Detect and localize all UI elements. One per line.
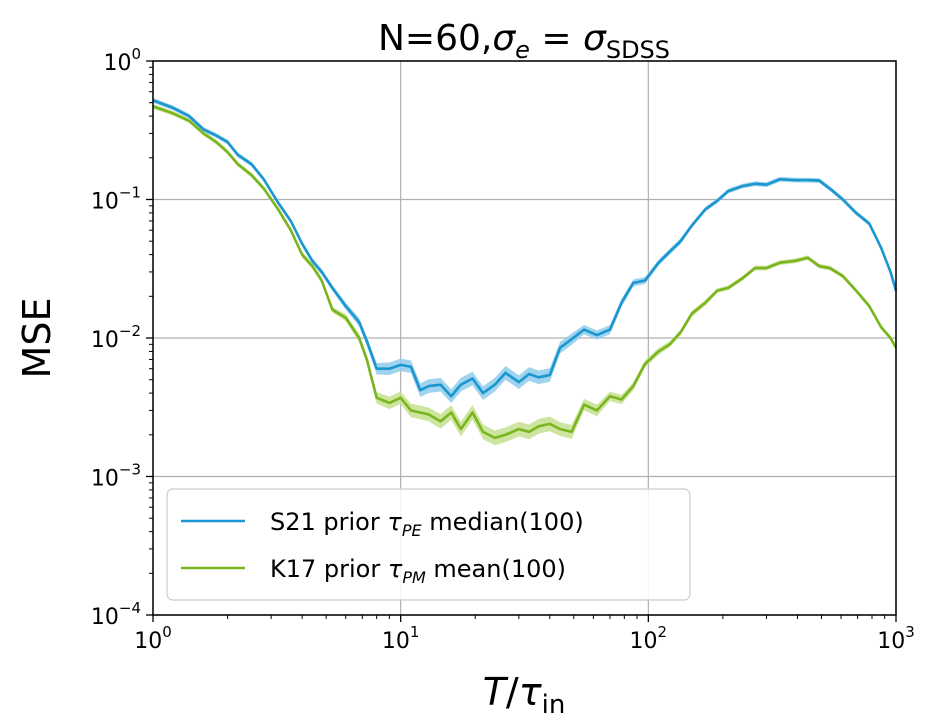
chart-title-sigma: σ [492, 18, 516, 59]
error-band-1 [153, 104, 896, 446]
legend-label-s21-suffix: median(100) [422, 508, 584, 536]
y-tick-exp: −1 [119, 184, 141, 202]
x-axis-label-t: T [483, 670, 509, 714]
chart-title: N=60,σe = σSDSS [378, 18, 670, 64]
series-lines [152, 99, 898, 440]
legend-label-s21: S21 prior τPE median(100) [270, 508, 584, 540]
x-tick-base: 10 [382, 629, 410, 654]
x-axis-label: T/τin [483, 670, 566, 720]
chart-title-sigma-2: σ [583, 18, 607, 59]
x-axis-label-sub: in [542, 690, 566, 720]
legend-label-k17-sub: PM [402, 568, 426, 587]
x-tick-exp: 0 [162, 623, 172, 641]
legend-label-k17-suffix: mean(100) [426, 555, 566, 583]
y-axis-label: MSE [15, 298, 59, 379]
legend-label-s21-tau: τ [387, 508, 402, 536]
y-tick-base: 10 [91, 190, 119, 215]
series-line-0 [152, 99, 898, 398]
y-tick-exp: −2 [119, 322, 141, 340]
y-tick-base: 10 [91, 328, 119, 353]
legend: S21 prior τPE median(100) K17 prior τPM … [166, 488, 691, 601]
error-bands [153, 97, 896, 446]
plot-frame [152, 60, 897, 616]
y-tick-exp: 0 [131, 45, 141, 63]
y-tick-label: 10−4 [91, 599, 141, 630]
y-tick-base: 10 [103, 51, 131, 76]
chart-title-sub-sdss: SDSS [606, 36, 670, 64]
legend-label-s21-prefix: S21 prior [270, 508, 387, 536]
x-axis-label-tau: τ [519, 670, 543, 714]
legend-label-k17-tau: τ [388, 555, 403, 583]
y-tick-label: 10−2 [91, 322, 141, 353]
x-axis-label-slash: / [506, 670, 519, 714]
x-tick-base: 10 [877, 629, 905, 654]
y-tick-label: 10−3 [91, 461, 141, 492]
y-tick-label: 10−1 [91, 184, 141, 215]
chart-title-eq: = [530, 18, 583, 59]
x-tick-label: 103 [877, 623, 915, 654]
x-tick-base: 10 [134, 629, 162, 654]
y-tick-base: 10 [91, 605, 119, 630]
series-line-1 [152, 105, 898, 440]
y-tick-exp: −3 [119, 461, 141, 479]
x-tick-label: 100 [134, 623, 172, 654]
x-tick-label: 102 [630, 623, 668, 654]
chart-title-sub-e: e [515, 36, 530, 64]
legend-label-s21-sub: PE [402, 521, 423, 540]
x-tick-exp: 1 [410, 623, 420, 641]
x-tick-label: 101 [382, 623, 420, 654]
y-tick-label: 100 [103, 45, 141, 76]
x-tick-base: 10 [630, 629, 658, 654]
legend-box [166, 488, 691, 601]
y-tick-exp: −4 [119, 599, 141, 617]
chart-title-prefix: N=60, [378, 18, 492, 59]
y-tick-base: 10 [91, 467, 119, 492]
error-band-0 [153, 97, 896, 404]
x-tick-exp: 2 [658, 623, 668, 641]
legend-label-k17-prefix: K17 prior [270, 555, 388, 583]
x-tick-exp: 3 [905, 623, 915, 641]
legend-label-k17: K17 prior τPM mean(100) [270, 555, 566, 587]
